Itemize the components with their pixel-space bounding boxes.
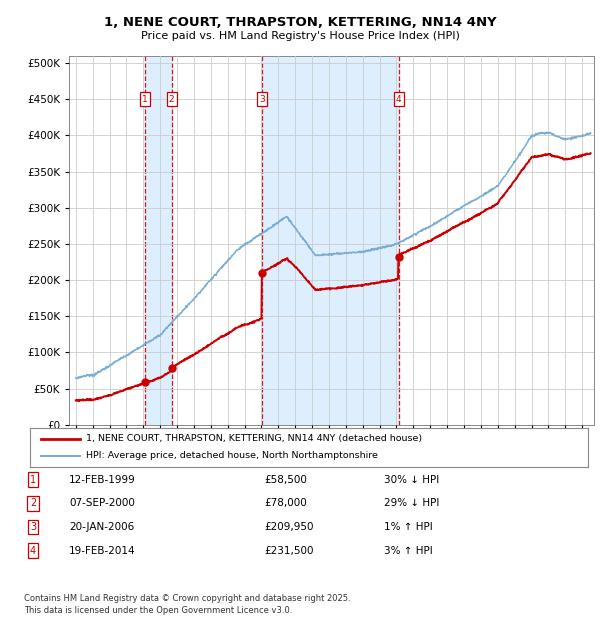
Text: 12-FEB-1999: 12-FEB-1999	[69, 475, 136, 485]
Text: 3: 3	[30, 522, 36, 532]
Text: 1% ↑ HPI: 1% ↑ HPI	[384, 522, 433, 532]
Text: 20-JAN-2006: 20-JAN-2006	[69, 522, 134, 532]
Text: £78,000: £78,000	[264, 498, 307, 508]
Text: 3% ↑ HPI: 3% ↑ HPI	[384, 546, 433, 556]
Text: 4: 4	[30, 546, 36, 556]
Text: 07-SEP-2000: 07-SEP-2000	[69, 498, 135, 508]
Text: Contains HM Land Registry data © Crown copyright and database right 2025.
This d: Contains HM Land Registry data © Crown c…	[24, 594, 350, 615]
Text: 1, NENE COURT, THRAPSTON, KETTERING, NN14 4NY (detached house): 1, NENE COURT, THRAPSTON, KETTERING, NN1…	[86, 434, 422, 443]
Text: £209,950: £209,950	[264, 522, 314, 532]
Text: 3: 3	[259, 95, 265, 104]
Text: Price paid vs. HM Land Registry's House Price Index (HPI): Price paid vs. HM Land Registry's House …	[140, 31, 460, 41]
Text: 30% ↓ HPI: 30% ↓ HPI	[384, 475, 439, 485]
Text: 2: 2	[169, 95, 175, 104]
Bar	[262, 56, 398, 425]
Text: 4: 4	[396, 95, 401, 104]
Text: 19-FEB-2014: 19-FEB-2014	[69, 546, 136, 556]
Text: 29% ↓ HPI: 29% ↓ HPI	[384, 498, 439, 508]
Text: 1, NENE COURT, THRAPSTON, KETTERING, NN14 4NY: 1, NENE COURT, THRAPSTON, KETTERING, NN1…	[104, 16, 496, 29]
Text: 1: 1	[142, 95, 148, 104]
Text: £231,500: £231,500	[264, 546, 314, 556]
Text: £58,500: £58,500	[264, 475, 307, 485]
Text: 2: 2	[30, 498, 36, 508]
Text: HPI: Average price, detached house, North Northamptonshire: HPI: Average price, detached house, Nort…	[86, 451, 377, 461]
Text: 1: 1	[30, 475, 36, 485]
Bar	[145, 56, 172, 425]
